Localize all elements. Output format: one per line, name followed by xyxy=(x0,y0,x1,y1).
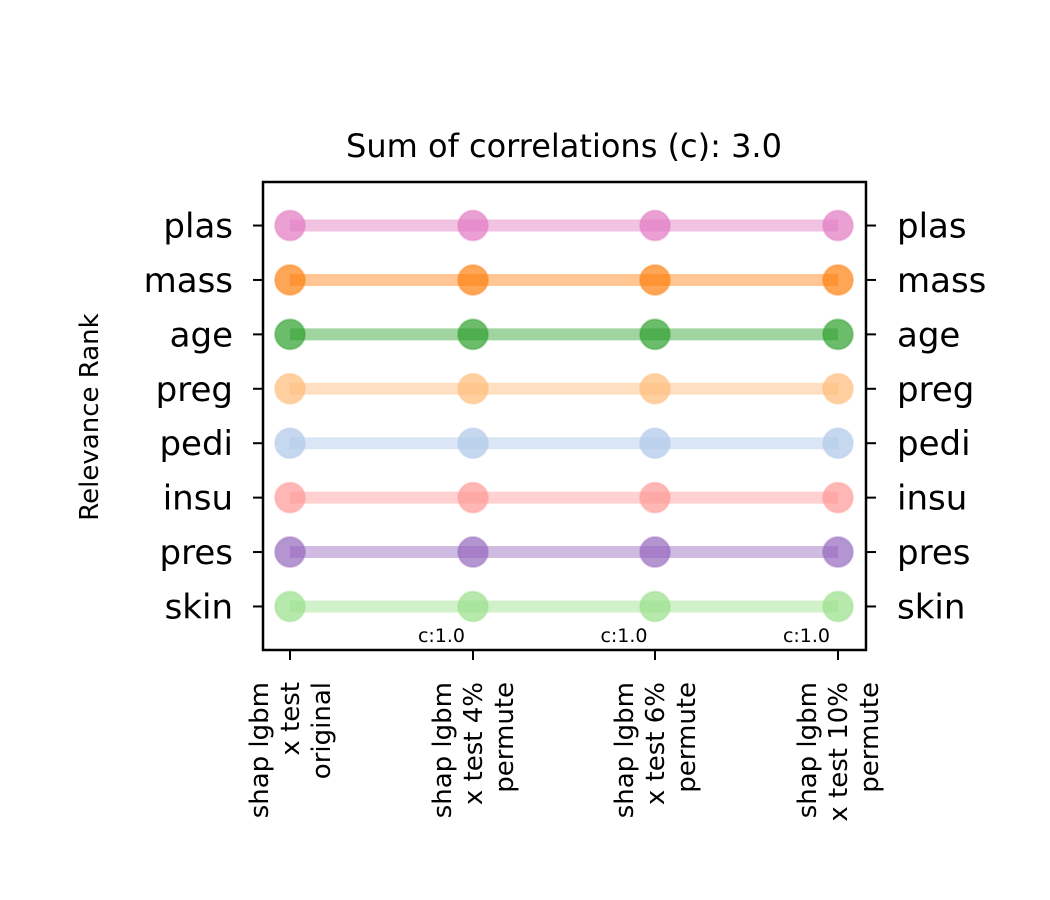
y-tick-label-left-age: age xyxy=(170,315,233,355)
point-plas-0 xyxy=(274,209,306,242)
x-tick-label-line-3-0: shap lgbm xyxy=(793,682,823,818)
point-pres-0 xyxy=(274,536,306,569)
y-tick-label-right-plas: plas xyxy=(897,207,967,247)
x-tick-label-line-1-0: shap lgbm xyxy=(428,682,458,818)
point-pedi-1 xyxy=(457,427,489,460)
point-plas-2 xyxy=(639,209,671,242)
plot-frame xyxy=(261,180,868,652)
y-tick-label-left-insu: insu xyxy=(163,479,233,519)
point-skin-1 xyxy=(457,590,489,623)
point-age-0 xyxy=(274,318,306,351)
x-tick-label-line-1-1: x test 4% xyxy=(459,682,489,805)
point-age-2 xyxy=(639,318,671,351)
point-mass-2 xyxy=(639,263,671,296)
y-tick-label-right-insu: insu xyxy=(897,479,967,519)
correlation-annotation-2: c:1.0 xyxy=(600,625,647,647)
point-skin-2 xyxy=(639,590,671,623)
correlation-annotation-3: c:1.0 xyxy=(783,625,830,647)
x-tick-label-3: shap lgbm x test 10% permute xyxy=(793,682,885,822)
y-tick-label-left-pres: pres xyxy=(160,533,233,573)
point-mass-3 xyxy=(822,263,854,296)
y-tick-label-right-skin: skin xyxy=(897,587,965,627)
series-insu xyxy=(274,481,854,514)
point-insu-0 xyxy=(274,481,306,514)
point-pedi-2 xyxy=(639,427,671,460)
y-tick-label-right-preg: preg xyxy=(897,370,974,410)
x-tick-label-line-0-2: original xyxy=(307,682,337,779)
y-axis-label: Relevance Rank xyxy=(75,313,105,520)
x-tick-label-line-2-1: x test 6% xyxy=(641,682,671,805)
x-tick-label-line-2-2: permute xyxy=(672,682,702,793)
x-tick-label-1: shap lgbm x test 4% permute xyxy=(428,682,520,818)
x-tick-label-line-1-2: permute xyxy=(490,682,520,793)
y-tick-label-left-skin: skin xyxy=(165,587,233,627)
y-tick-label-right-pres: pres xyxy=(897,533,970,573)
x-tick-label-line-0-1: x test xyxy=(276,682,306,756)
y-tick-label-right-age: age xyxy=(897,315,960,355)
point-preg-0 xyxy=(274,372,306,405)
point-plas-3 xyxy=(822,209,854,242)
point-preg-2 xyxy=(639,372,671,405)
point-age-1 xyxy=(457,318,489,351)
point-pedi-3 xyxy=(822,427,854,460)
point-pres-1 xyxy=(457,536,489,569)
y-tick-label-left-preg: preg xyxy=(156,370,233,410)
series-plas xyxy=(274,209,854,242)
x-tick-label-0: shap lgbm x test original xyxy=(245,682,337,818)
point-plas-1 xyxy=(457,209,489,242)
series-preg xyxy=(274,372,854,405)
point-mass-1 xyxy=(457,263,489,296)
point-mass-0 xyxy=(274,263,306,296)
x-tick-label-line-2-0: shap lgbm xyxy=(610,682,640,818)
y-tick-label-right-mass: mass xyxy=(897,261,986,301)
correlation-annotation-1: c:1.0 xyxy=(418,625,465,647)
point-pedi-0 xyxy=(274,427,306,460)
x-tick-label-2: shap lgbm x test 6% permute xyxy=(610,682,702,818)
y-tick-label-left-plas: plas xyxy=(163,207,233,247)
y-tick-label-right-pedi: pedi xyxy=(897,424,971,464)
point-skin-0 xyxy=(274,590,306,623)
point-preg-3 xyxy=(822,372,854,405)
x-tick-label-line-0-0: shap lgbm xyxy=(245,682,275,818)
point-skin-3 xyxy=(822,590,854,623)
x-tick-label-line-3-2: permute xyxy=(855,682,885,793)
series-pres xyxy=(274,536,854,569)
series-mass xyxy=(274,263,854,296)
point-pres-2 xyxy=(639,536,671,569)
point-age-3 xyxy=(822,318,854,351)
series-skin xyxy=(274,590,854,623)
point-insu-2 xyxy=(639,481,671,514)
plot-area xyxy=(274,209,854,623)
y-tick-label-left-pedi: pedi xyxy=(159,424,233,464)
point-insu-3 xyxy=(822,481,854,514)
series-age xyxy=(274,318,854,351)
chart-title: Sum of correlations (c): 3.0 xyxy=(346,127,782,165)
point-preg-1 xyxy=(457,372,489,405)
x-tick-label-line-3-1: x test 10% xyxy=(824,682,854,822)
series-pedi xyxy=(274,427,854,460)
y-tick-label-left-mass: mass xyxy=(144,261,233,301)
point-pres-3 xyxy=(822,536,854,569)
point-insu-1 xyxy=(457,481,489,514)
